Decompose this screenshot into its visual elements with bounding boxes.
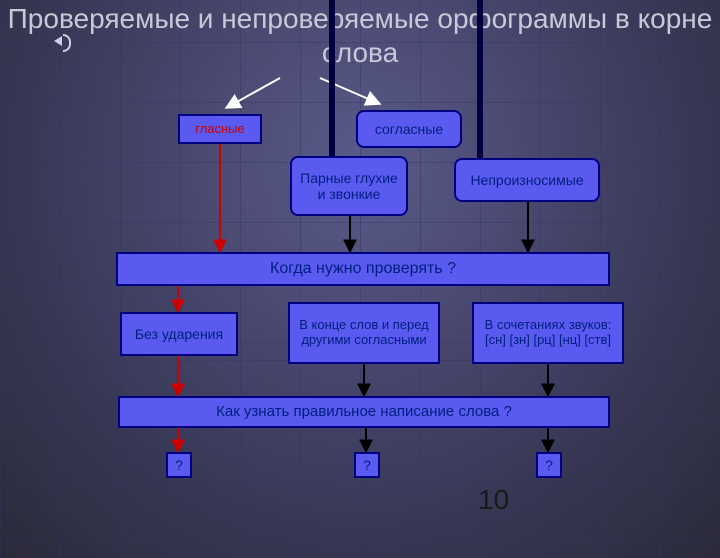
node-soglasnye: согласные — [356, 110, 462, 148]
node-bez: Без ударения — [120, 312, 238, 356]
node-vsochet: В сочетаниях звуков: [сн] [зн] [рц] [нц]… — [472, 302, 624, 364]
sound-icon[interactable] — [54, 32, 72, 50]
node-glasnye: гласные — [178, 114, 262, 144]
node-q2: ? — [354, 452, 380, 478]
page-number: 10 — [478, 484, 509, 516]
slide-title: Проверяемые и непроверяемые орфограммы в… — [0, 2, 720, 69]
node-vkonce: В конце слов и перед другими согласными — [288, 302, 440, 364]
node-nepro: Непроизносимые — [454, 158, 600, 202]
node-q3: ? — [536, 452, 562, 478]
node-kogda: Когда нужно проверять ? — [116, 252, 610, 286]
node-q1: ? — [166, 452, 192, 478]
node-kak: Как узнать правильное написание слова ? — [118, 396, 610, 428]
node-parnye: Парные глухие и звонкие — [290, 156, 408, 216]
